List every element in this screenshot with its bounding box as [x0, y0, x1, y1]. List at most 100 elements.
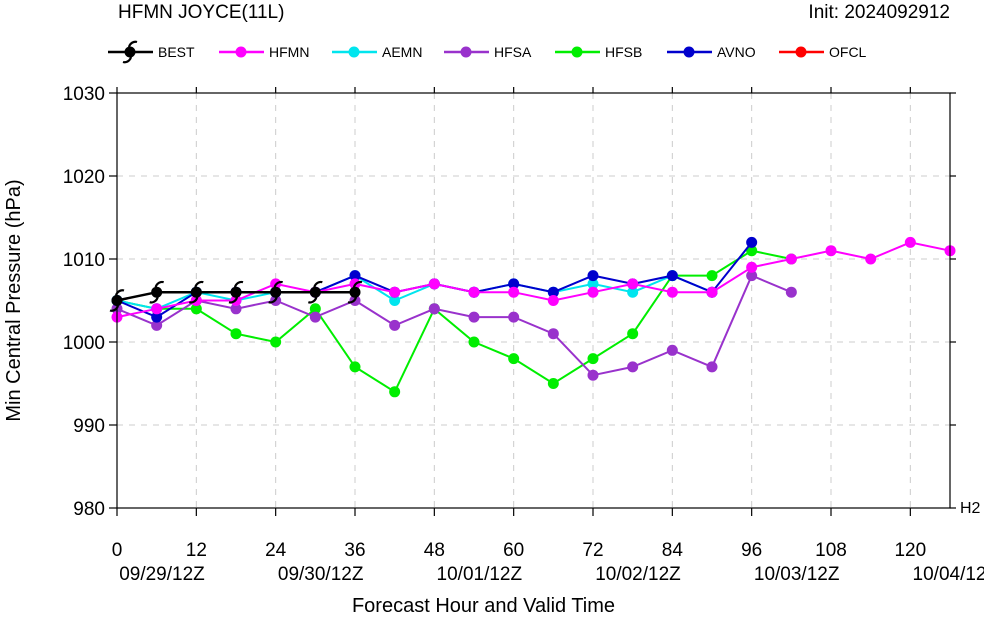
- legend-entry: HFSB: [555, 44, 642, 60]
- data-point: [785, 286, 797, 298]
- series-hfsb: [111, 245, 797, 398]
- series-layer: [109, 236, 956, 398]
- legend-marker: [122, 40, 138, 64]
- y-tick-label: 1000: [63, 333, 105, 354]
- data-point: [188, 280, 204, 304]
- data-point: [389, 386, 401, 398]
- legend-marker: [683, 46, 695, 58]
- data-point: [468, 311, 480, 323]
- y-tick-label: 1030: [63, 84, 105, 105]
- data-point: [825, 245, 837, 257]
- data-point: [151, 311, 163, 323]
- x-axis-label: Forecast Hour and Valid Time: [352, 595, 615, 617]
- data-point: [587, 278, 599, 290]
- data-point: [547, 295, 559, 306]
- data-point: [706, 270, 718, 282]
- x-tick-label: 0: [112, 540, 123, 561]
- data-point: [627, 286, 639, 298]
- x-date-label: 09/29/12Z: [119, 564, 205, 585]
- legend-label: BEST: [158, 44, 195, 60]
- data-point: [468, 286, 480, 298]
- x-date-label: 09/30/12Z: [278, 564, 364, 585]
- data-point: [746, 261, 758, 273]
- legend-marker: [348, 46, 360, 58]
- legend-label: HFSB: [605, 44, 642, 60]
- x-tick-label: 96: [741, 540, 762, 561]
- data-point: [349, 361, 361, 373]
- legend-entry: BEST: [108, 40, 195, 64]
- y-tick-label: 1010: [63, 250, 105, 271]
- x-axis: 0 12 24 36 48 60 72 84 96 108 120 09/29/12Z 09/30/12…: [112, 87, 984, 585]
- data-point: [508, 278, 520, 290]
- y-tick-label: 1020: [63, 167, 105, 188]
- data-point: [151, 303, 163, 315]
- data-point: [587, 270, 599, 282]
- legend-label: OFCL: [829, 44, 867, 60]
- data-point: [904, 236, 916, 248]
- grid: [117, 93, 950, 508]
- data-point: [785, 253, 797, 265]
- x-date-label: 10/03/12Z: [754, 564, 840, 585]
- data-point: [746, 236, 758, 248]
- legend-entry: HFMN: [219, 44, 309, 60]
- y-tick-label: 980: [73, 499, 105, 520]
- data-point: [627, 278, 639, 290]
- legend-marker: [795, 46, 807, 58]
- data-point: [706, 286, 718, 298]
- series-best: [109, 280, 363, 312]
- data-point: [389, 319, 401, 331]
- data-point: [468, 336, 480, 348]
- data-point: [389, 295, 401, 306]
- data-point: [309, 303, 321, 315]
- data-point: [508, 286, 520, 298]
- x-tick-label: 72: [582, 540, 603, 561]
- legend-marker: [460, 46, 472, 58]
- data-point: [230, 328, 242, 340]
- series-line: [116, 249, 792, 394]
- legend-entry: AEMN: [332, 44, 422, 60]
- data-point: [349, 270, 361, 282]
- data-point: [627, 361, 639, 373]
- x-date-label: 10/01/12Z: [437, 564, 523, 585]
- data-point: [706, 361, 718, 373]
- data-point: [309, 311, 321, 323]
- data-point: [508, 353, 520, 365]
- data-point: [151, 319, 163, 331]
- data-point: [307, 280, 323, 304]
- y-axis-label: Min Central Pressure (hPa): [3, 179, 25, 421]
- x-date-label: 10/04/12Z: [913, 564, 984, 585]
- series-line: [116, 274, 792, 377]
- data-point: [547, 378, 559, 389]
- series-line: [116, 241, 951, 319]
- data-point: [389, 286, 401, 298]
- data-point: [627, 328, 639, 340]
- data-point: [547, 328, 559, 340]
- data-point: [228, 280, 244, 304]
- legend-label: HFMN: [269, 44, 309, 60]
- legend-label: AEMN: [382, 44, 422, 60]
- data-point: [270, 336, 282, 348]
- legend: BEST HFMN AEMN HFSA HFSB AVNO OFCL: [108, 40, 867, 64]
- data-point: [666, 286, 678, 298]
- data-point: [587, 369, 599, 381]
- data-point: [666, 344, 678, 356]
- corner-label: H2: [960, 500, 981, 517]
- legend-entry: HFSA: [444, 44, 532, 60]
- data-point: [508, 311, 520, 323]
- legend-entry: AVNO: [667, 44, 756, 60]
- data-point: [149, 280, 165, 304]
- data-point: [428, 278, 440, 290]
- legend-label: AVNO: [717, 44, 756, 60]
- x-tick-label: 12: [186, 540, 207, 561]
- data-point: [190, 303, 202, 315]
- x-tick-label: 60: [503, 540, 524, 561]
- init-time: Init: 2024092912: [808, 2, 950, 23]
- data-point: [746, 245, 758, 257]
- data-point: [347, 280, 363, 304]
- x-tick-label: 48: [424, 540, 445, 561]
- data-point: [746, 270, 758, 282]
- x-tick-label: 36: [344, 540, 365, 561]
- legend-marker: [235, 46, 247, 58]
- x-tick-label: 24: [265, 540, 287, 561]
